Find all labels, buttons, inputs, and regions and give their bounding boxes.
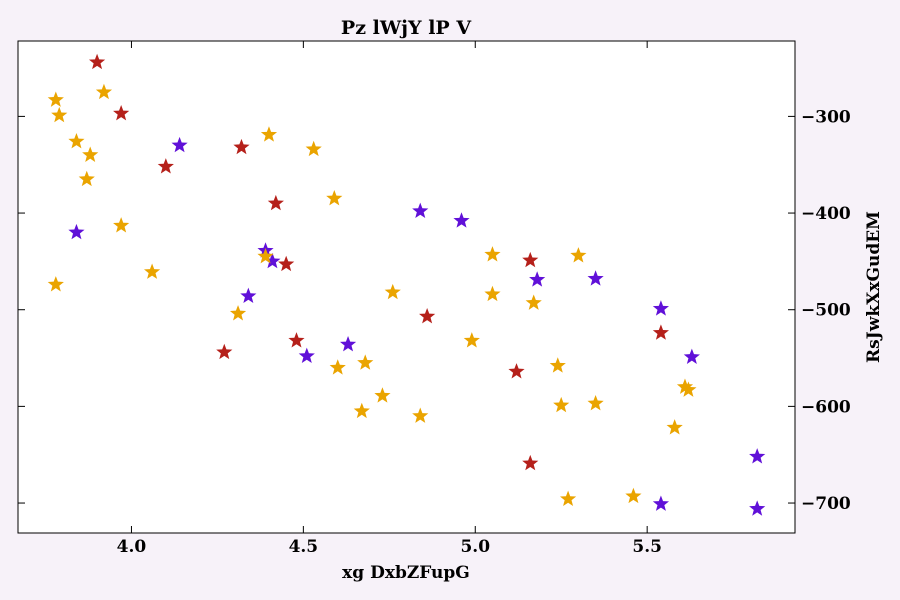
data-point-star	[144, 263, 161, 279]
y-axis: −300 −400 −500 −600 −700	[18, 107, 851, 514]
data-point-star	[652, 495, 669, 511]
data-point-star	[625, 487, 642, 504]
data-point-star	[749, 448, 766, 464]
data-point-star	[113, 105, 130, 121]
data-point-star	[82, 146, 99, 162]
data-point-star	[384, 283, 401, 300]
data-markers	[47, 53, 766, 516]
data-point-star	[453, 212, 470, 228]
data-point-star	[508, 363, 525, 379]
data-point-star	[257, 248, 274, 264]
data-point-star	[529, 271, 546, 287]
data-point-star	[522, 454, 539, 471]
data-point-star	[171, 136, 188, 153]
data-point-star	[463, 332, 480, 348]
data-point-star	[68, 133, 85, 149]
data-point-star	[652, 324, 669, 340]
data-point-star	[357, 354, 374, 370]
data-point-star	[47, 91, 64, 107]
data-point-star	[216, 343, 233, 360]
chart-title: Pz lWjY lP V	[341, 17, 472, 39]
x-tick-label: 5.0	[460, 537, 490, 557]
y-tick-label: −700	[801, 494, 851, 514]
data-point-star	[484, 285, 501, 302]
x-axis: 4.0 4.5 5.0 5.5	[117, 41, 662, 557]
data-point-star	[560, 490, 577, 507]
data-point-star	[113, 217, 130, 233]
data-point-star	[587, 394, 604, 411]
data-point-star	[278, 255, 295, 272]
data-point-star	[570, 247, 587, 263]
y-axis-label: RsJwkXxGudEM	[864, 211, 884, 363]
y-tick-label: −300	[801, 107, 851, 127]
data-point-star	[680, 381, 697, 397]
data-point-star	[298, 347, 315, 363]
data-point-star	[264, 252, 281, 269]
data-point-star	[374, 387, 391, 403]
data-point-star	[484, 246, 501, 262]
x-tick-label: 5.5	[632, 537, 662, 557]
data-point-star	[652, 300, 669, 316]
data-point-star	[260, 126, 278, 142]
data-point-star	[157, 158, 174, 174]
data-point-star	[267, 194, 284, 211]
data-point-star	[412, 202, 429, 218]
data-point-star	[525, 294, 542, 310]
data-point-star	[229, 305, 247, 321]
data-point-star	[288, 332, 305, 348]
y-tick-label: −600	[801, 397, 851, 417]
data-point-star	[419, 307, 436, 324]
data-point-star	[587, 270, 604, 286]
data-point-star	[305, 140, 322, 157]
data-point-star	[749, 500, 766, 516]
data-point-star	[522, 251, 539, 268]
data-point-star	[553, 396, 570, 413]
data-point-star	[412, 407, 429, 423]
data-point-star	[666, 419, 683, 435]
data-point-star	[240, 287, 257, 304]
data-point-star	[353, 402, 370, 419]
x-axis-label: xg DxbZFupG	[342, 563, 470, 583]
x-tick-label: 4.0	[117, 537, 147, 557]
data-point-star	[326, 190, 343, 206]
data-point-star	[51, 106, 68, 123]
data-point-star	[339, 336, 357, 352]
y-tick-label: −500	[801, 301, 851, 321]
data-point-star	[683, 348, 700, 364]
data-point-star	[78, 170, 95, 187]
data-point-star	[549, 357, 566, 373]
data-point-star	[88, 53, 106, 70]
data-point-star	[68, 223, 85, 240]
data-point-star	[95, 83, 113, 100]
y-tick-label: −400	[801, 204, 851, 224]
data-point-star	[47, 276, 64, 292]
x-tick-label: 4.5	[289, 537, 319, 557]
plot-area	[17, 40, 796, 534]
data-point-star	[676, 378, 694, 394]
data-point-star	[233, 138, 250, 155]
data-point-star	[329, 359, 346, 375]
